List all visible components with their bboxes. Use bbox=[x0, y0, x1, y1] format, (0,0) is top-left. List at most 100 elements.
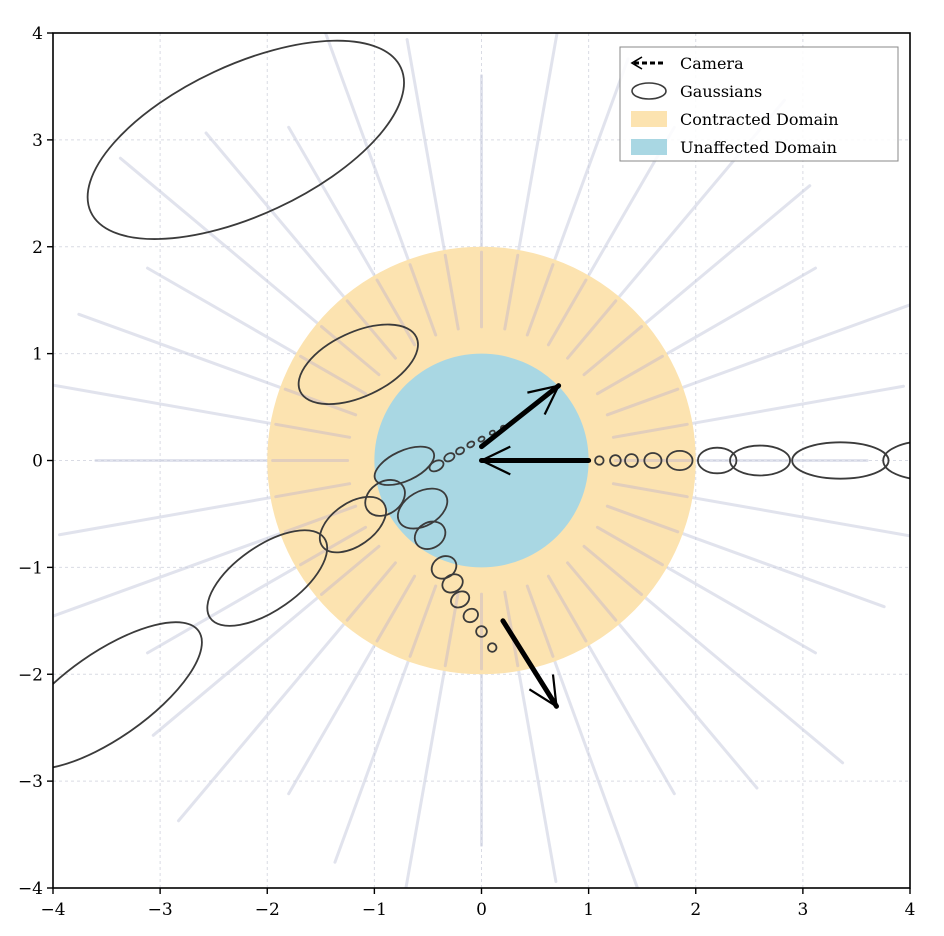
y-tick-label: 4 bbox=[32, 24, 43, 44]
gaussian-ellipse bbox=[397, 487, 449, 530]
camera-arrow bbox=[500, 618, 559, 709]
gaussian-ellipse bbox=[364, 479, 406, 517]
gaussian-ellipse bbox=[441, 573, 464, 594]
gaussian-ellipse bbox=[206, 529, 329, 627]
gaussian-ellipse bbox=[624, 453, 639, 468]
contracted-ray-mark bbox=[503, 253, 520, 331]
x-tick-label: 4 bbox=[905, 900, 916, 920]
x-tick-label: −2 bbox=[255, 900, 280, 920]
gaussian-ellipse bbox=[487, 642, 498, 653]
legend-label: Camera bbox=[680, 54, 744, 73]
legend-label: Gaussians bbox=[680, 82, 762, 101]
x-tick-label: 1 bbox=[583, 900, 594, 920]
contracted-ray-mark bbox=[274, 482, 352, 499]
contracted-ray-mark bbox=[274, 422, 352, 439]
gaussian-ellipse bbox=[443, 452, 456, 463]
gaussian-ellipse bbox=[462, 607, 479, 624]
camera-head bbox=[528, 674, 558, 709]
gaussian-ellipse bbox=[466, 440, 476, 449]
y-tick-label: 2 bbox=[32, 238, 43, 258]
contracted-ray-mark bbox=[345, 561, 397, 622]
camera-shaft bbox=[479, 383, 562, 450]
contracted-ray-mark bbox=[582, 325, 644, 377]
gaussian-ellipse bbox=[665, 449, 694, 472]
x-tick-label: −4 bbox=[40, 900, 65, 920]
camera-head bbox=[478, 445, 511, 476]
legend-region-swatch bbox=[631, 139, 667, 155]
contracted-ray-mark bbox=[546, 574, 588, 643]
camera-arrow bbox=[479, 383, 562, 450]
y-tick-label: −1 bbox=[18, 558, 43, 578]
contracted-ray-mark bbox=[319, 325, 381, 377]
y-tick-label: 1 bbox=[32, 345, 43, 365]
contracted-ray-mark bbox=[605, 504, 680, 534]
gaussian-ellipse bbox=[86, 39, 405, 240]
gaussian-ellipse bbox=[413, 520, 447, 550]
contracted-ray-mark bbox=[525, 263, 555, 337]
contracted-ray-mark bbox=[611, 482, 689, 499]
camera-arrows bbox=[478, 383, 592, 709]
legend-label: Unaffected Domain bbox=[680, 138, 837, 157]
y-tick-label: 0 bbox=[32, 452, 43, 472]
x-tick-label: 0 bbox=[476, 900, 487, 920]
gaussian-ellipse bbox=[475, 625, 488, 638]
contracted-ray-mark bbox=[582, 544, 644, 596]
legend: Camera Gaussians Contracted Domain Unaffect… bbox=[619, 46, 899, 162]
gaussian-ellipse bbox=[729, 444, 791, 477]
gaussian-ellipse bbox=[643, 452, 663, 469]
gaussian-ellipse bbox=[428, 459, 445, 473]
gaussian-ellipse bbox=[450, 590, 471, 609]
contracted-ray-mark bbox=[546, 278, 588, 347]
camera-arrow bbox=[478, 445, 592, 476]
legend-item: Camera bbox=[630, 54, 744, 73]
axis-ticks: −4 −3 −2 −1 0 1 2 3 4 −4 −3 −2 −1 0 1 2 3 4 bbox=[18, 24, 915, 920]
gaussian-ellipse bbox=[455, 446, 466, 456]
legend-region-swatch bbox=[631, 111, 667, 127]
x-tick-label: −3 bbox=[148, 900, 173, 920]
contracted-ray-mark bbox=[299, 525, 368, 567]
gaussian-ellipse bbox=[791, 441, 890, 480]
gaussian-ellipse bbox=[53, 621, 203, 770]
x-tick-label: 3 bbox=[797, 900, 808, 920]
contracted-ray-mark bbox=[595, 525, 664, 567]
legend-item: Gaussians bbox=[631, 82, 762, 101]
contracted-ray-mark bbox=[566, 299, 618, 360]
contracted-ray-mark bbox=[345, 299, 397, 360]
contracted-ray-mark bbox=[408, 263, 438, 337]
contracted-ray-mark bbox=[605, 387, 680, 417]
contracted-ray-mark bbox=[375, 278, 417, 347]
legend-item: Contracted Domain bbox=[631, 110, 839, 129]
y-tick-label: −2 bbox=[18, 665, 43, 685]
gaussian-ellipse bbox=[430, 555, 458, 580]
y-tick-label: −4 bbox=[18, 879, 43, 899]
contracted-ray-mark bbox=[283, 387, 358, 417]
x-tick-label: −1 bbox=[362, 900, 387, 920]
contracted-ray-mark bbox=[319, 544, 381, 596]
gaussian-ellipse bbox=[373, 445, 436, 486]
contracted-ray-mark bbox=[611, 422, 689, 439]
contracted-ray-mark bbox=[299, 354, 368, 396]
gaussian-ellipse bbox=[594, 455, 605, 466]
contracted-ray-mark bbox=[443, 253, 460, 331]
contracted-ray-mark bbox=[408, 584, 438, 658]
camera-head bbox=[527, 384, 561, 415]
legend-item: Unaffected Domain bbox=[631, 138, 837, 157]
contracted-ray-mark bbox=[283, 504, 358, 534]
y-tick-label: 3 bbox=[32, 131, 43, 151]
contracted-ray-mark bbox=[503, 590, 520, 668]
gaussian-ellipse bbox=[297, 323, 419, 405]
x-tick-label: 2 bbox=[690, 900, 701, 920]
contracted-ray-mark bbox=[375, 574, 417, 643]
gaussian-ellipses bbox=[53, 39, 910, 770]
gaussian-ellipse bbox=[609, 454, 622, 467]
contracted-ray-mark bbox=[566, 561, 618, 622]
gaussian-ellipse bbox=[696, 446, 738, 475]
contracted-ray-mark bbox=[443, 590, 460, 668]
contracted-ray-mark bbox=[525, 584, 555, 658]
y-tick-label: −3 bbox=[18, 772, 43, 792]
gaussian-ellipse bbox=[882, 441, 910, 480]
legend-gaussian-swatch bbox=[631, 82, 667, 100]
contracted-ray-mark bbox=[595, 354, 664, 396]
legend-camera-head bbox=[630, 56, 643, 70]
